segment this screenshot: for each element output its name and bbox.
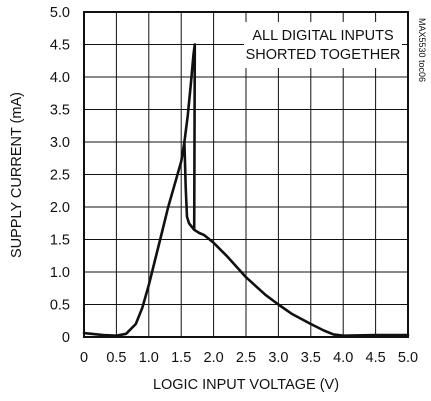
x-tick-label: 1.5: [171, 350, 191, 366]
x-tick-label: 2.5: [236, 350, 256, 366]
y-tick-label: 3.5: [50, 103, 70, 119]
y-tick-label: 0: [62, 330, 70, 346]
y-tick-label: 2.0: [50, 200, 70, 216]
x-axis-title: LOGIC INPUT VOLTAGE (V): [153, 377, 339, 393]
annotation-line-2: SHORTED TOGETHER: [246, 47, 401, 63]
x-tick-label: 0: [80, 350, 88, 366]
annotation-box: [244, 22, 402, 68]
x-tick-label: 1.0: [139, 350, 159, 366]
curves: [82, 43, 410, 337]
plot-frame: [83, 11, 409, 338]
y-tick-label: 5.0: [50, 5, 70, 21]
y-axis-title: SUPPLY CURRENT (mA): [9, 92, 25, 258]
x-tick-label: 0.5: [106, 350, 126, 366]
y-tick-label: 1.5: [50, 233, 70, 249]
y-tick-label: 3.0: [50, 135, 70, 151]
x-tick-label: 3.0: [268, 350, 288, 366]
annotation-line-1: ALL DIGITAL INPUTS: [252, 28, 393, 44]
x-tick-label: 5.0: [398, 350, 418, 366]
x-tick-label: 2.0: [204, 350, 224, 366]
y-tick-labels: 5.0 4.5 4.0 3.5 3.0 2.5 2.0 1.5 1.0 0.5 0: [50, 5, 70, 346]
x-tick-label: 4.0: [333, 350, 353, 366]
y-tick-label: 1.0: [50, 265, 70, 281]
x-tick-labels: 0 0.5 1.0 1.5 2.0 2.5 3.0 3.5 4.0 4.5 5.0: [80, 350, 418, 366]
series-falling: [192, 43, 410, 337]
series-hysteresis-spike: [183, 140, 196, 232]
figure-id: MAX5530 toc06: [417, 18, 427, 82]
y-tick-label: 4.5: [50, 38, 70, 54]
y-tick-label: 2.5: [50, 168, 70, 184]
x-tick-label: 4.5: [366, 350, 386, 366]
series-rising: [82, 43, 197, 337]
x-tick-label: 3.5: [301, 350, 321, 366]
y-tick-label: 0.5: [50, 298, 70, 314]
y-tick-label: 4.0: [50, 70, 70, 86]
